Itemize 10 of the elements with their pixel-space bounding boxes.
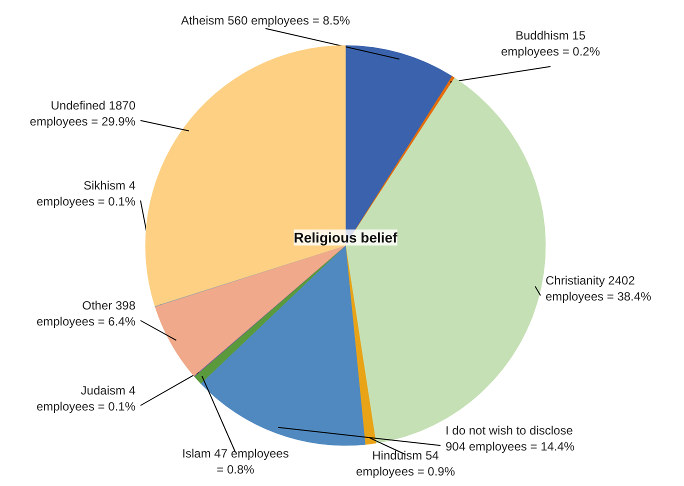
slice-label: I do not wish to disclose 904 employees = 14.4% (446, 423, 575, 454)
slice-label: Undefined 1870 employees = 29.9% (30, 98, 136, 129)
slice-label: Other 398 employees = 6.4% (36, 298, 136, 329)
slice-label: Islam 47 employees = 0.8% (182, 446, 289, 477)
slice-label: Buddhism 15 employees = 0.2% (500, 28, 600, 59)
slice-label: Judaism 4 employees = 0.1% (36, 383, 136, 414)
slice-label: Sikhism 4 employees = 0.1% (36, 178, 136, 209)
slice-label: Atheism 560 employees = 8.5% (180, 14, 350, 28)
slice-label: Christianity 2402 employees = 38.4% (546, 273, 652, 304)
text: Religious belief (294, 230, 398, 246)
